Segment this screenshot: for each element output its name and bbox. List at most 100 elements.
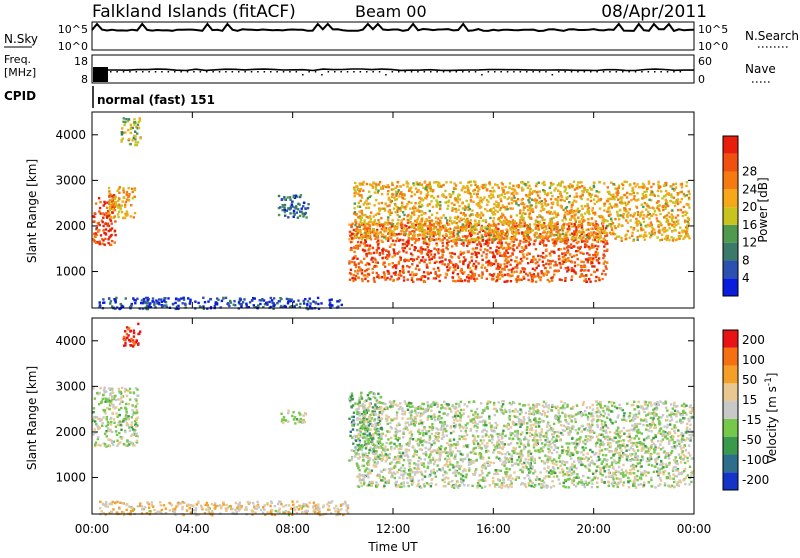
nave-dot [443, 71, 445, 73]
heatmap-cell [531, 261, 533, 263]
heatmap-cell [372, 261, 374, 263]
heatmap-cell [675, 186, 677, 188]
heatmap-cell [626, 181, 628, 183]
heatmap-cell [108, 297, 110, 299]
heatmap-cell [128, 193, 130, 195]
heatmap-cell [436, 244, 438, 246]
heatmap-cell [380, 217, 382, 219]
heatmap-cell [391, 223, 393, 225]
heatmap-cell [521, 260, 523, 262]
heatmap-cell [365, 447, 367, 449]
heatmap-cell [521, 225, 523, 227]
heatmap-cell [104, 244, 106, 246]
heatmap-cell [659, 213, 661, 215]
heatmap-cell [576, 254, 578, 256]
power-heatmap-cells [92, 117, 691, 310]
heatmap-cell [474, 280, 476, 282]
heatmap-cell [430, 250, 432, 252]
heatmap-cell [551, 279, 553, 281]
heatmap-cell [431, 214, 433, 216]
heatmap-cell [446, 219, 448, 221]
nave-dot [264, 71, 266, 73]
heatmap-cell [368, 207, 370, 209]
heatmap-cell [463, 212, 465, 214]
heatmap-cell [417, 239, 419, 241]
heatmap-cell [297, 217, 299, 219]
heatmap-cell [474, 220, 476, 222]
heatmap-cell [457, 273, 459, 275]
heatmap-cell [103, 301, 105, 303]
heatmap-cell [94, 428, 96, 430]
heatmap-cell [598, 277, 600, 279]
heatmap-cell [105, 213, 107, 215]
heatmap-cell [114, 230, 116, 232]
heatmap-cell [291, 203, 293, 205]
heatmap-cell [454, 243, 456, 245]
y-tick-label: 1000 [55, 265, 86, 279]
heatmap-cell [557, 237, 559, 239]
heatmap-cell [677, 192, 679, 194]
heatmap-cell [575, 210, 577, 212]
heatmap-cell [642, 193, 644, 195]
colorbar-swatch [723, 278, 738, 296]
nave-dot [251, 71, 253, 73]
heatmap-cell [527, 262, 529, 264]
nave-dot [129, 71, 131, 73]
heatmap-cell [104, 397, 106, 399]
heatmap-cell [365, 241, 367, 243]
heatmap-cell [577, 264, 579, 266]
heatmap-cell [677, 203, 679, 205]
heatmap-cell [640, 224, 642, 226]
heatmap-cell [402, 250, 404, 252]
heatmap-cell [553, 217, 555, 219]
heatmap-cell [604, 261, 606, 263]
heatmap-cell [512, 267, 514, 269]
heatmap-cell [535, 227, 537, 229]
heatmap-cell [386, 222, 388, 224]
heatmap-cell [681, 198, 683, 200]
heatmap-cell [508, 196, 510, 198]
heatmap-cell [115, 399, 117, 401]
heatmap-cell [392, 262, 394, 264]
heatmap-cell [595, 280, 597, 282]
heatmap-cell [682, 211, 684, 213]
heatmap-cell [438, 234, 440, 236]
nave-dot [321, 74, 323, 76]
heatmap-cell [119, 206, 121, 208]
heatmap-cell [489, 247, 491, 249]
heatmap-cell [568, 225, 570, 227]
heatmap-cell [417, 217, 419, 219]
heatmap-cell [596, 269, 598, 271]
heatmap-cell [420, 191, 422, 193]
heatmap-cell [123, 117, 125, 119]
heatmap-cell [461, 202, 463, 204]
heatmap-cell [135, 399, 137, 401]
heatmap-cell [606, 261, 608, 263]
heatmap-cell [393, 249, 395, 251]
heatmap-cell [573, 255, 575, 257]
heatmap-cell [649, 236, 651, 238]
heatmap-cell [127, 196, 129, 198]
heatmap-cell [395, 191, 397, 193]
heatmap-cell [413, 184, 415, 186]
heatmap-cell [302, 205, 304, 207]
heatmap-cell [621, 240, 623, 242]
heatmap-cell [617, 199, 619, 201]
heatmap-cell [561, 225, 563, 227]
colorbar-swatch [723, 189, 738, 207]
heatmap-cell [445, 217, 447, 219]
heatmap-cell [390, 275, 392, 277]
nave-dot [520, 71, 522, 73]
heatmap-cell [102, 409, 104, 411]
heatmap-cell [453, 188, 455, 190]
heatmap-cell [606, 249, 608, 251]
heatmap-cell [282, 421, 284, 423]
heatmap-cell [586, 236, 588, 238]
heatmap-cell [110, 400, 112, 402]
heatmap-cell [685, 185, 687, 187]
heatmap-cell [657, 190, 659, 192]
heatmap-cell [543, 181, 545, 183]
heatmap-cell [355, 213, 357, 215]
heatmap-cell [451, 207, 453, 209]
heatmap-cell [417, 183, 419, 185]
